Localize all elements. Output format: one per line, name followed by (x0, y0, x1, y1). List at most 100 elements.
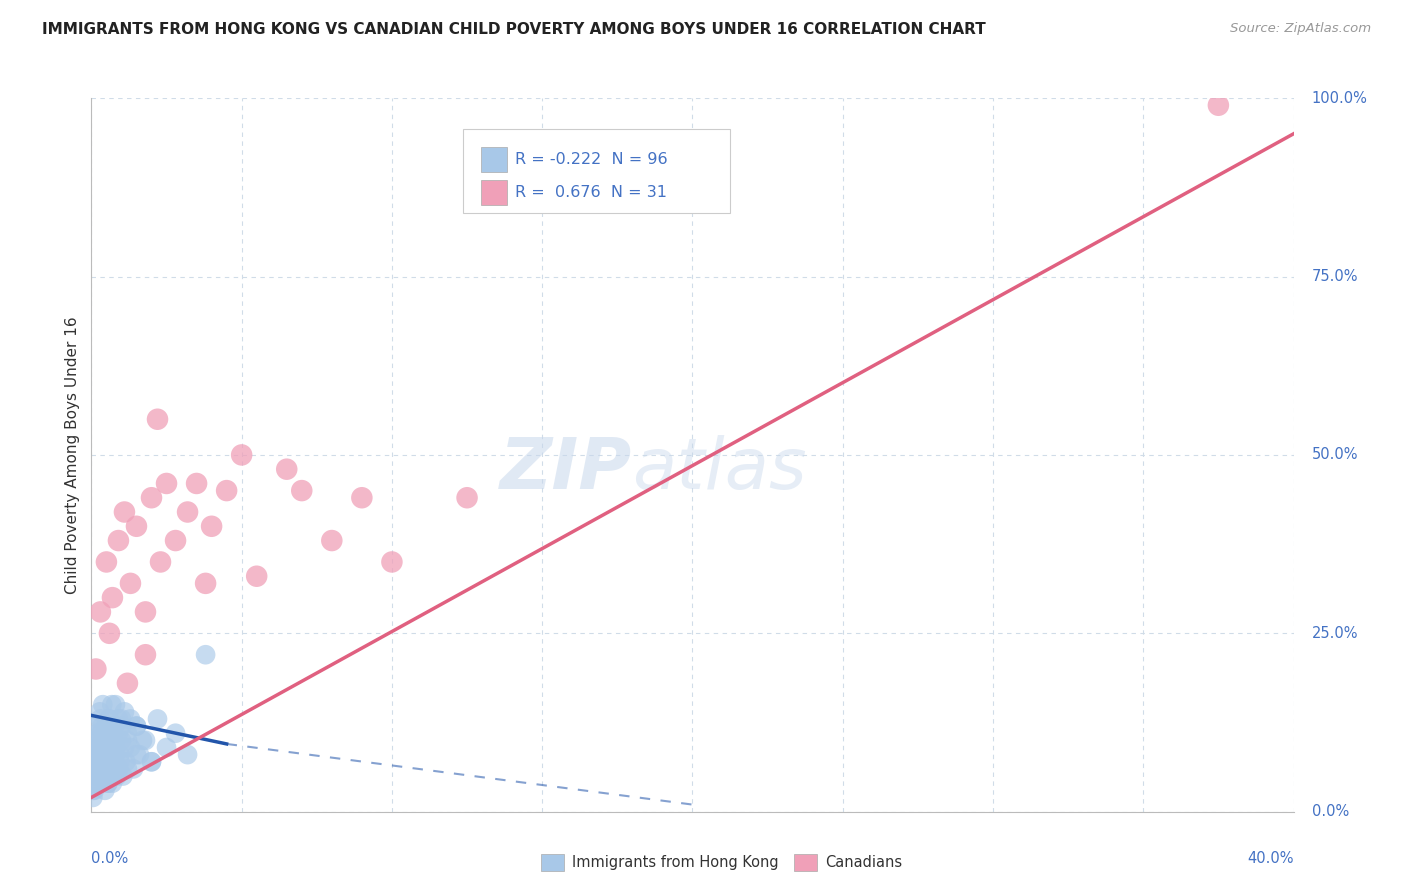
Point (215, 483, 238, 498)
Point (321, 533, 343, 548)
Text: 25.0%: 25.0% (1312, 626, 1358, 640)
Point (98, 626, 121, 640)
Point (83, 783, 105, 797)
Text: R = -0.222  N = 96: R = -0.222 N = 96 (515, 153, 668, 168)
Point (96, 555, 118, 569)
Point (96, 755, 118, 769)
Point (86, 776, 108, 790)
Point (104, 719, 127, 733)
Point (84, 762, 107, 776)
Point (128, 747, 150, 762)
Point (381, 555, 404, 569)
Point (117, 733, 139, 747)
Text: 100.0%: 100.0% (1312, 91, 1368, 105)
Point (101, 726, 124, 740)
Point (117, 762, 139, 776)
Y-axis label: Child Poverty Among Boys Under 16: Child Poverty Among Boys Under 16 (65, 316, 80, 594)
Point (141, 755, 163, 769)
Point (155, 476, 177, 491)
Point (93, 733, 115, 747)
Point (291, 483, 314, 498)
Point (89, 705, 111, 719)
Point (125, 719, 148, 733)
Point (125, 719, 148, 733)
Point (114, 705, 136, 719)
Point (86, 747, 108, 762)
Point (1208, 98, 1230, 112)
Point (93, 762, 115, 776)
Point (101, 591, 124, 605)
Point (114, 505, 136, 519)
Point (134, 733, 156, 747)
Text: 50.0%: 50.0% (1312, 448, 1358, 462)
Point (107, 533, 129, 548)
Point (103, 755, 125, 769)
Point (117, 676, 139, 690)
Point (83, 747, 105, 762)
Point (110, 719, 132, 733)
Text: 0.0%: 0.0% (1312, 805, 1348, 819)
Point (149, 555, 172, 569)
Point (84, 762, 107, 776)
Point (87, 740, 110, 755)
Point (107, 712, 129, 726)
Text: 40.0%: 40.0% (1247, 851, 1294, 866)
Point (90, 719, 112, 733)
Point (98, 733, 121, 747)
Point (83, 769, 105, 783)
Point (194, 576, 217, 591)
Text: Canadians: Canadians (825, 855, 903, 870)
Point (100, 726, 122, 740)
Point (98, 740, 121, 755)
Point (104, 747, 127, 762)
Point (146, 412, 169, 426)
Point (165, 533, 187, 548)
Point (122, 762, 145, 776)
Point (83, 776, 105, 790)
Point (89, 712, 111, 726)
Point (90, 747, 112, 762)
Point (96, 740, 118, 755)
Point (120, 576, 142, 591)
Point (90, 747, 112, 762)
Point (94, 783, 117, 797)
Point (86, 726, 108, 740)
Point (194, 648, 217, 662)
Point (114, 740, 136, 755)
Point (146, 712, 169, 726)
Point (101, 776, 124, 790)
Point (111, 769, 134, 783)
Point (98, 712, 121, 726)
Point (87, 762, 110, 776)
Point (83, 755, 105, 769)
Point (89, 605, 111, 619)
Point (101, 733, 124, 747)
Point (104, 698, 127, 712)
Point (107, 726, 129, 740)
Point (82, 769, 104, 783)
Point (94, 740, 117, 755)
Point (86, 719, 108, 733)
Point (110, 733, 132, 747)
Point (84, 662, 107, 676)
Text: 75.0%: 75.0% (1312, 269, 1358, 284)
Point (134, 648, 156, 662)
Text: Source: ZipAtlas.com: Source: ZipAtlas.com (1230, 22, 1371, 36)
Point (90, 726, 112, 740)
Point (125, 747, 148, 762)
Point (98, 762, 121, 776)
Point (125, 519, 148, 533)
Point (91, 698, 114, 712)
Point (141, 755, 163, 769)
Point (103, 747, 125, 762)
Point (176, 747, 198, 762)
Point (456, 491, 478, 505)
Point (105, 769, 128, 783)
Point (176, 505, 198, 519)
Point (101, 769, 124, 783)
Point (131, 733, 153, 747)
Point (120, 712, 142, 726)
Point (141, 491, 163, 505)
Point (117, 726, 139, 740)
Point (96, 726, 118, 740)
